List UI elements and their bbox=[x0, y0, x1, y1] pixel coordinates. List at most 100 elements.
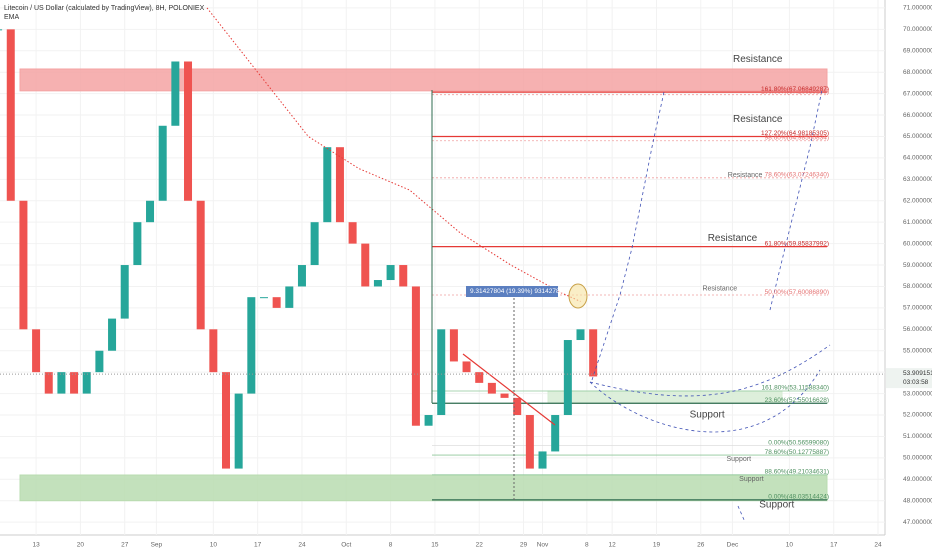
last-price-label: 53.90915100 bbox=[903, 370, 932, 377]
x-tick-label: 15 bbox=[431, 542, 439, 549]
candle bbox=[44, 372, 53, 394]
annotation: Resistance bbox=[733, 114, 783, 125]
countdown: 03:03:58 bbox=[903, 379, 929, 386]
y-tick-label: 47.00000000 bbox=[903, 519, 932, 526]
y-tick-label: 68.00000000 bbox=[903, 69, 932, 76]
x-tick-label: 26 bbox=[697, 542, 705, 549]
candle bbox=[234, 393, 243, 469]
candle bbox=[348, 222, 357, 244]
y-tick-label: 60.00000000 bbox=[903, 240, 932, 247]
candle bbox=[500, 393, 509, 398]
y-tick-label: 49.00000000 bbox=[903, 476, 932, 483]
annotation: Resistance bbox=[708, 233, 758, 244]
candle bbox=[146, 200, 155, 223]
candle bbox=[120, 265, 129, 319]
candle bbox=[32, 329, 41, 373]
x-tick-label: 17 bbox=[254, 542, 262, 549]
annotation: Resistance bbox=[702, 285, 737, 292]
level-label: 98.60%(64.98560834) bbox=[765, 134, 829, 141]
highlight-circle bbox=[568, 283, 588, 309]
candle bbox=[373, 280, 382, 287]
y-tick-label: 70.00000000 bbox=[903, 26, 932, 33]
annotation: Resistance bbox=[728, 172, 763, 179]
level-label: 78.60%(50.12775887) bbox=[765, 449, 829, 456]
y-tick-label: 62.00000000 bbox=[903, 197, 932, 204]
candle bbox=[209, 329, 218, 373]
measure-text: 9.31427804 (19.39%) 931427804 bbox=[470, 288, 567, 295]
candle bbox=[70, 372, 79, 394]
y-tick-label: 67.00000000 bbox=[903, 90, 932, 97]
candle bbox=[6, 29, 15, 201]
y-tick-label: 64.00000000 bbox=[903, 155, 932, 162]
y-tick-label: 56.00000000 bbox=[903, 326, 932, 333]
candle bbox=[386, 265, 395, 281]
candle bbox=[297, 265, 306, 287]
candle bbox=[335, 147, 344, 223]
candle bbox=[285, 286, 294, 308]
x-tick-label: 22 bbox=[476, 542, 484, 549]
trendline bbox=[462, 353, 556, 426]
y-tick-label: 63.00000000 bbox=[903, 176, 932, 183]
x-tick-label: 8 bbox=[389, 542, 393, 549]
projection-path bbox=[769, 89, 823, 311]
candle bbox=[399, 265, 408, 287]
zone bbox=[19, 68, 828, 92]
candle bbox=[133, 222, 142, 266]
x-tick-label: 12 bbox=[609, 542, 617, 549]
layer bbox=[0, 7, 598, 469]
candle bbox=[221, 372, 230, 469]
x-tick-label: 19 bbox=[653, 542, 661, 549]
candle bbox=[158, 125, 167, 201]
level-label: 127.20%(64.98185305) bbox=[761, 130, 829, 137]
x-tick-label: 17 bbox=[830, 542, 838, 549]
y-tick-label: 50.00000000 bbox=[903, 455, 932, 462]
candle bbox=[171, 61, 180, 126]
candle bbox=[247, 297, 256, 394]
candle bbox=[424, 415, 433, 426]
projection-path bbox=[591, 91, 665, 381]
indicator-label: EMA bbox=[4, 14, 20, 21]
zone bbox=[547, 390, 783, 404]
x-tick-label: 13 bbox=[32, 542, 40, 549]
candle bbox=[95, 350, 104, 373]
candle bbox=[437, 329, 446, 416]
last-price-tag bbox=[886, 368, 932, 389]
candle bbox=[259, 297, 268, 299]
level-label: 23.60%(52.55016628) bbox=[765, 397, 829, 404]
layer: 47.00000000 48.00000000 49.00000000 50.0000… bbox=[0, 5, 932, 549]
projection-path bbox=[589, 369, 821, 433]
candle bbox=[513, 397, 522, 416]
level-label: 50.00%(57.60086890) bbox=[765, 289, 829, 296]
x-tick-label: 8 bbox=[585, 542, 589, 549]
level-label: 161.80%(53.11588340) bbox=[762, 385, 829, 392]
x-tick-label: 24 bbox=[874, 542, 882, 549]
annotation: Support bbox=[727, 456, 752, 463]
candle bbox=[487, 382, 496, 394]
candle bbox=[323, 147, 332, 223]
candle bbox=[462, 361, 471, 373]
annotation: Support bbox=[690, 410, 725, 421]
x-tick-label: Dec bbox=[727, 542, 739, 549]
x-tick-label: Oct bbox=[341, 542, 351, 549]
x-tick-label: 24 bbox=[298, 542, 306, 549]
candle bbox=[196, 200, 205, 330]
y-tick-label: 57.00000000 bbox=[903, 305, 932, 312]
candle bbox=[449, 329, 458, 362]
x-tick-label: Sep bbox=[151, 542, 163, 549]
candle bbox=[525, 415, 534, 469]
candle bbox=[19, 200, 28, 330]
level-label: 0.00%(48.03514424) bbox=[768, 494, 829, 501]
x-tick-label: 10 bbox=[786, 542, 794, 549]
y-tick-label: 55.00000000 bbox=[903, 347, 932, 354]
level-label: 161.80%(67.06849287) bbox=[761, 86, 829, 93]
y-tick-label: 65.00000000 bbox=[903, 133, 932, 140]
ema-line bbox=[206, 7, 581, 302]
y-tick-label: 71.00000000 bbox=[903, 5, 932, 12]
annotation: Support bbox=[759, 500, 794, 511]
candle bbox=[310, 222, 319, 266]
x-tick-label: Nov bbox=[537, 542, 549, 549]
x-tick-label: 29 bbox=[520, 542, 528, 549]
y-tick-label: 51.00000000 bbox=[903, 433, 932, 440]
y-tick-label: 61.00000000 bbox=[903, 219, 932, 226]
candle bbox=[361, 243, 370, 287]
